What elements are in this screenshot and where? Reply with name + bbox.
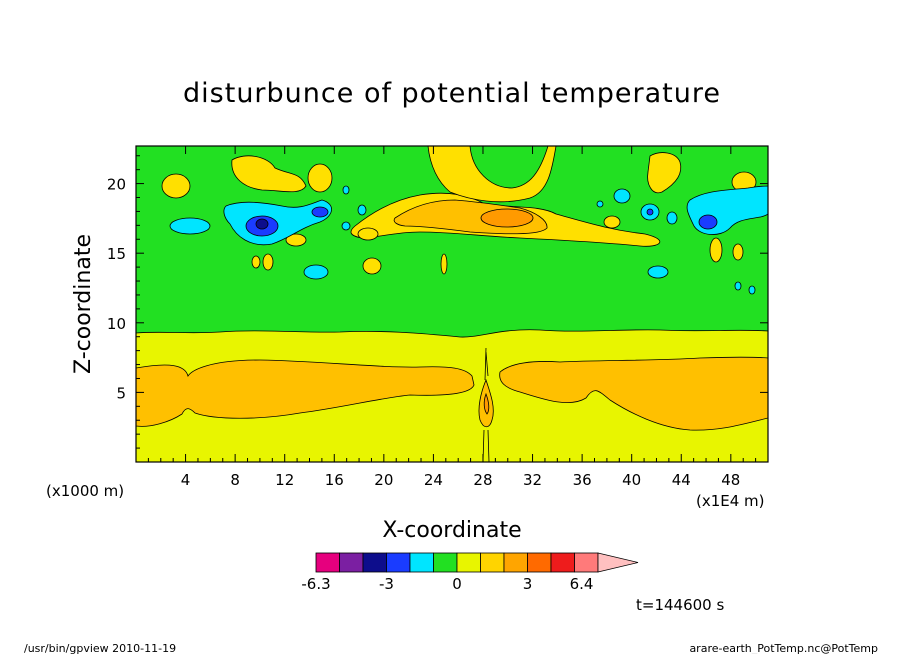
top-yellow-left: [231, 155, 307, 193]
orange-band-left: [136, 359, 475, 427]
top-yellow-right: [647, 152, 682, 194]
x-tick-label: 40: [622, 471, 641, 489]
cyan-blob-4: [613, 188, 631, 204]
y-tick-label: 5: [116, 384, 126, 402]
y-tick-label: 10: [107, 315, 126, 333]
x-axis: 4 8 12 16 20 24 28 32 36 40 44 48: [147, 146, 757, 489]
top-yellow-center: [427, 146, 557, 203]
central-plume-core: [483, 392, 490, 415]
cyan-blob-8: [734, 281, 742, 291]
yellow-blob-12: [285, 233, 307, 247]
x-axis-title: X-coordinate: [382, 518, 521, 543]
colorbar-swatch: [339, 552, 364, 573]
x-tick-label: 44: [672, 471, 691, 489]
cyan-blob-5: [666, 211, 678, 225]
y-tick-label: 20: [107, 176, 126, 194]
cyan-blob-9: [748, 285, 756, 295]
y-tick-label: 15: [107, 245, 126, 263]
x-tick-label: 28: [473, 471, 492, 489]
z-unit-label: (x1000 m): [46, 482, 124, 500]
x-tick-label: 36: [573, 471, 592, 489]
y-axis-title: Z-coordinate: [71, 234, 96, 374]
upper-dark-orange-core: [480, 208, 534, 228]
green-upper-region: [136, 146, 768, 338]
time-label: t=144600 s: [636, 596, 724, 614]
yellow-blob-4: [362, 257, 382, 275]
orange-band-right: [499, 356, 768, 431]
colorbar-label: 6.4: [570, 575, 594, 593]
x-unit-label: (x1E4 m): [696, 492, 765, 510]
cyan-blob-1: [303, 264, 329, 280]
yellow-blob-6: [251, 255, 261, 269]
colorbar-swatch: [574, 552, 599, 573]
x-tick-label: 4: [181, 471, 191, 489]
colorbar-label: 3: [523, 575, 533, 593]
x-tick-label: 48: [721, 471, 740, 489]
cyan-blob-7: [342, 185, 350, 195]
cyan-blob-10: [341, 221, 351, 231]
yellow-blob-1: [161, 173, 191, 199]
chart-title: disturbunce of potential temperature: [183, 78, 721, 109]
x-tick-label: 32: [523, 471, 542, 489]
colorbar-label: 0: [452, 575, 462, 593]
y-axis: 5 10 15 20: [107, 155, 768, 449]
plot-area: [136, 146, 768, 462]
colorbar-label: -6.3: [301, 575, 330, 593]
colorbar-swatch: [386, 552, 411, 573]
colorbar-label: -3: [379, 575, 394, 593]
cyan-blob-2: [647, 265, 669, 279]
yellow-blob-10: [603, 215, 621, 229]
colorbar-swatch: [456, 552, 481, 573]
yellow-blob-11: [169, 217, 211, 235]
yellow-blob-7: [709, 237, 723, 263]
cyan-blob-6: [357, 204, 367, 216]
colorbar: -6.3 -3 0 3 6.4: [301, 552, 639, 593]
colorbar-swatch: [315, 552, 340, 573]
yellow-blob-2: [307, 163, 333, 193]
colorbar-swatch: [409, 552, 434, 573]
colorbar-swatch: [527, 552, 552, 573]
navy-blob-3: [646, 208, 654, 216]
colorbar-swatch: [362, 552, 387, 573]
navy-core-left: [255, 218, 269, 230]
x-tick-label: 16: [325, 471, 344, 489]
colorbar-swatch: [480, 552, 505, 573]
x-tick-label: 24: [424, 471, 443, 489]
blue-core-left-2: [311, 206, 329, 218]
x-tick-label: 12: [275, 471, 294, 489]
yellow-blob-9: [357, 227, 379, 241]
colorbar-swatch: [550, 552, 575, 573]
colorbar-swatch: [433, 552, 458, 573]
yellow-blob-5: [262, 253, 274, 271]
cyan-blob-11: [596, 200, 604, 208]
yellow-blob-8: [732, 243, 744, 261]
x-tick-label: 20: [374, 471, 393, 489]
colorbar-swatch: [503, 552, 528, 573]
blue-core-right: [698, 214, 718, 230]
footer-right: arare-earth_PotTemp.nc@PotTemp: [689, 642, 878, 654]
yellow-blob-13: [440, 253, 448, 275]
central-plume-line-1: [482, 347, 490, 462]
plot-frame: [135, 145, 769, 463]
footer-left: /usr/bin/gpview 2010-11-19: [24, 642, 176, 654]
colorbar-arrow: [597, 552, 639, 573]
x-tick-label: 8: [230, 471, 240, 489]
